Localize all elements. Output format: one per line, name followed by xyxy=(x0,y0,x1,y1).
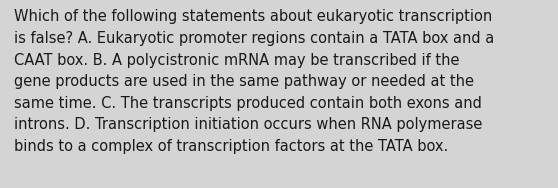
Text: Which of the following statements about eukaryotic transcription
is false? A. Eu: Which of the following statements about … xyxy=(14,9,494,154)
